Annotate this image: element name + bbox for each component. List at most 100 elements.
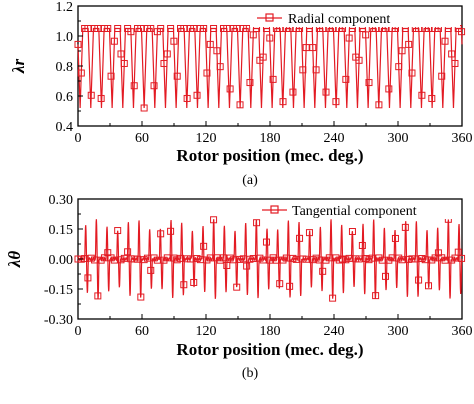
panel-b-data-point: [441, 256, 449, 264]
panel-a-x-ticks: 0 60 120 180 240 300 360: [75, 121, 473, 146]
panel-b-data-point: [157, 230, 165, 238]
panel-b-data-point: [296, 234, 304, 242]
panel-a-data-point: [127, 28, 135, 36]
panel-b-data-point: [378, 256, 386, 264]
panel-a-data-point: [259, 53, 267, 61]
panel-b-data-point: [177, 254, 185, 262]
panel-b-data-point: [329, 294, 337, 302]
panel-a-data-point: [451, 59, 459, 67]
panel-a-data-point: [94, 25, 102, 32]
panel-a-data-point: [312, 66, 320, 74]
panel-a-data-point: [216, 63, 224, 71]
panel-a-data-point: [74, 40, 82, 48]
panel-b-legend-box: [258, 201, 460, 219]
panel-a-data-point: [226, 85, 234, 93]
panel-a-data-point: [342, 75, 350, 83]
panel-b-data-point: [368, 254, 376, 262]
panel-b-data-point: [167, 227, 175, 235]
panel-b-data-point: [319, 267, 327, 275]
panel-b-data-point: [137, 293, 145, 301]
panel-a-data-point: [362, 31, 370, 39]
panel-a-x-tick-label: 240: [324, 131, 345, 146]
panel-b-legend-marker: [270, 205, 279, 214]
panel-b-x-tick-label: 60: [135, 324, 149, 339]
panel-a-data-point: [309, 44, 317, 52]
panel-b-data-point: [292, 255, 300, 263]
panel-a-data-point: [200, 25, 208, 32]
panel-b-x-ticks: 0 60 120 180 240 300 360: [75, 314, 473, 339]
panel-b-data-point: [421, 256, 429, 264]
panel-b-data-point: [180, 281, 188, 289]
panel-b-data-point: [84, 274, 92, 282]
panel-b-data-point: [391, 234, 399, 242]
panel-a-data-point: [97, 94, 105, 102]
panel-b-data-point: [229, 256, 237, 264]
panel-a-data-point: [77, 69, 85, 77]
panel-a-legend: Radial component: [250, 9, 460, 27]
panel-b-data-point: [325, 254, 333, 262]
panel-a-x-tick-label: 360: [452, 131, 473, 146]
panel-a-data-point: [130, 82, 138, 90]
panel-a-series-radial: [77, 27, 463, 109]
panel-a-data-point: [332, 98, 340, 106]
panel-a-data-point: [213, 47, 221, 55]
panel-b-data-point: [196, 256, 204, 264]
panel-a-x-tick-label: 180: [260, 131, 281, 146]
panel-b-caption: (b): [242, 366, 259, 381]
panel-a-data-point: [190, 25, 198, 32]
panel-b-data-point: [200, 242, 208, 250]
panel-a-data-point: [170, 37, 178, 45]
panel-b-data-point: [262, 238, 270, 246]
panel-b-data-point: [94, 292, 102, 300]
panel-a-data-point: [114, 25, 122, 32]
panel-a-data-point: [110, 37, 118, 45]
panel-a-y-tick-label: 1.0: [56, 30, 74, 45]
panel-b-data-point: [282, 254, 290, 262]
panel-b-data-point: [190, 278, 198, 286]
panel-b-data-point: [302, 255, 310, 263]
panel-a-x-tick-label: 0: [75, 131, 82, 146]
panel-b-data-point: [110, 256, 118, 264]
panel-b-data-point: [411, 255, 419, 263]
panel-a-y-axis-label: λr: [9, 59, 28, 75]
panel-b-data-point: [114, 227, 122, 235]
panel-b-x-tick-label: 300: [388, 324, 409, 339]
panel-a-data-point: [322, 88, 330, 96]
panel-b-data-point: [124, 248, 132, 256]
panel-b-data-point: [415, 276, 423, 284]
panel-a-data-point: [375, 101, 383, 109]
panel-a-series-line: [77, 27, 463, 109]
panel-a-x-tick-label: 60: [135, 131, 149, 146]
panel-a-data-point: [107, 72, 115, 80]
panel-b-data-point: [219, 254, 227, 262]
panel-b-data-point: [315, 256, 323, 264]
panel-a-data-point: [458, 28, 466, 36]
panel-b-data-point: [239, 255, 247, 263]
panel-b-y-tick-label: -0.15: [44, 283, 73, 298]
panel-b-data-point: [223, 262, 231, 270]
panel-b-x-tick-label: 180: [260, 324, 281, 339]
panel-a-data-point: [203, 69, 211, 77]
panel-a-x-tick-label: 300: [388, 131, 409, 146]
panel-a-data-point: [246, 79, 254, 87]
panel-a-data-point: [180, 25, 188, 32]
panel-a-data-point: [279, 98, 287, 106]
panel-b-data-point: [186, 255, 194, 263]
panel-a-data-point: [167, 25, 175, 32]
panel-b-x-tick-label: 120: [196, 324, 217, 339]
panel-b-data-point: [305, 229, 313, 237]
panel-b-data-point: [358, 241, 366, 249]
panel-a-data-point: [233, 25, 241, 32]
panel-a-data-point: [289, 88, 297, 96]
panel-b-data-point: [398, 256, 406, 264]
panel-a-x-axis-label: Rotor position (mec. deg.): [176, 146, 363, 165]
panel-a-legend-label: Radial component: [288, 12, 390, 27]
panel-a-data-point: [428, 94, 436, 102]
panel-b-data-point: [206, 254, 214, 262]
panel-a-data-point: [84, 25, 92, 32]
panel-b-data-point: [286, 282, 294, 290]
panel-b-x-tick-label: 240: [324, 324, 345, 339]
panel-b-data-point: [153, 256, 161, 264]
panel-a-data-point: [408, 69, 416, 77]
panel-a-y-tick-label: 1.2: [56, 0, 74, 15]
